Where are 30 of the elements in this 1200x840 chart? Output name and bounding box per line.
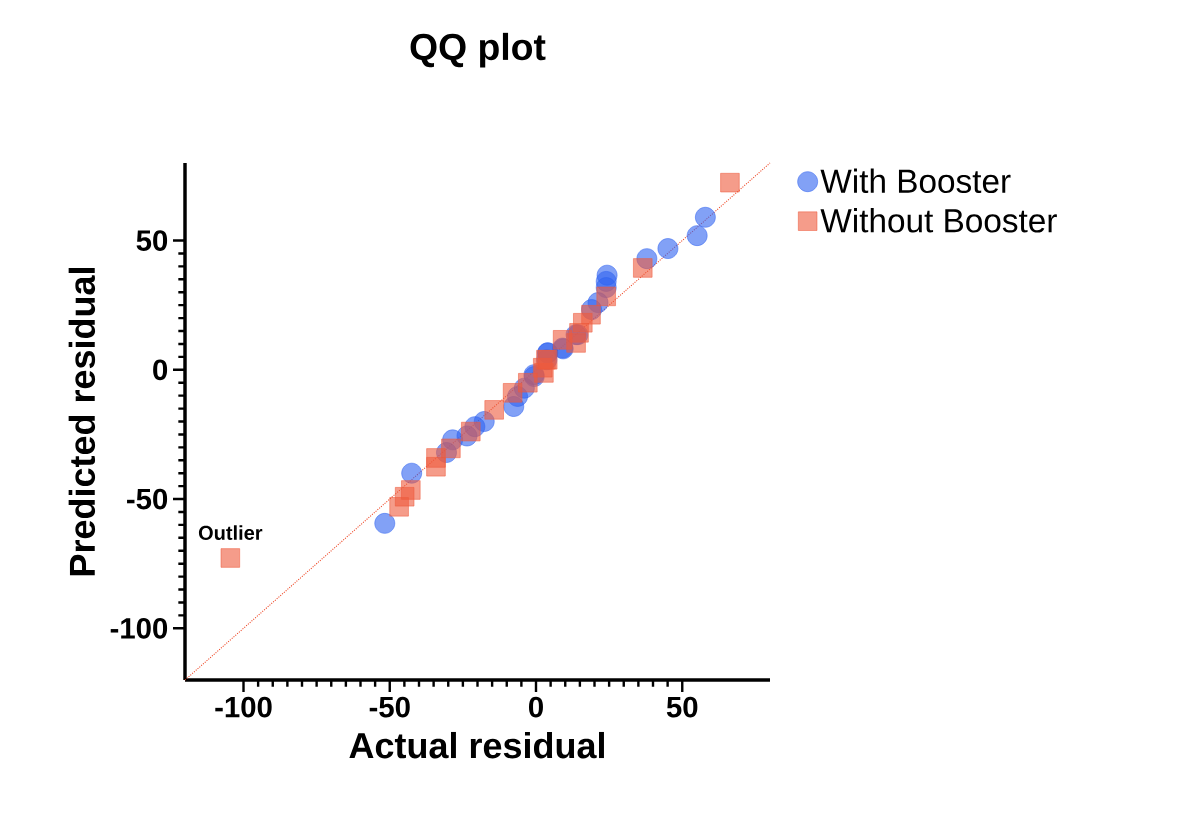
point: [374, 513, 396, 534]
x-tick-label: 0: [529, 696, 543, 718]
point: [484, 400, 504, 420]
y-tick-label: -50: [127, 488, 168, 510]
point: [720, 173, 740, 193]
x-axis-title: Actual residual: [349, 731, 604, 759]
x-tick-label: -50: [369, 696, 410, 718]
y-tick-label: -100: [110, 617, 168, 639]
point: [657, 238, 679, 259]
point: [220, 548, 240, 568]
chart-title: QQ plot: [410, 32, 546, 68]
point: [503, 383, 523, 403]
point: [553, 330, 573, 350]
x-tick-label: 50: [666, 696, 698, 718]
point: [461, 421, 481, 442]
annotation: Outlier: [198, 525, 263, 540]
x-tick-label: -100: [215, 696, 272, 718]
y-tick-label: 50: [136, 230, 168, 251]
point: [633, 258, 653, 278]
legend-label: Without Booster: [820, 208, 1057, 233]
y-tick-label: 0: [153, 359, 168, 381]
point: [686, 225, 708, 246]
point: [695, 207, 716, 228]
point: [426, 448, 446, 468]
point: [518, 373, 538, 393]
point: [596, 286, 616, 306]
y-axis-title: Predicted residual: [68, 268, 96, 576]
legend-label: With Booster: [820, 168, 1011, 194]
point: [401, 480, 421, 500]
point: [441, 438, 461, 458]
